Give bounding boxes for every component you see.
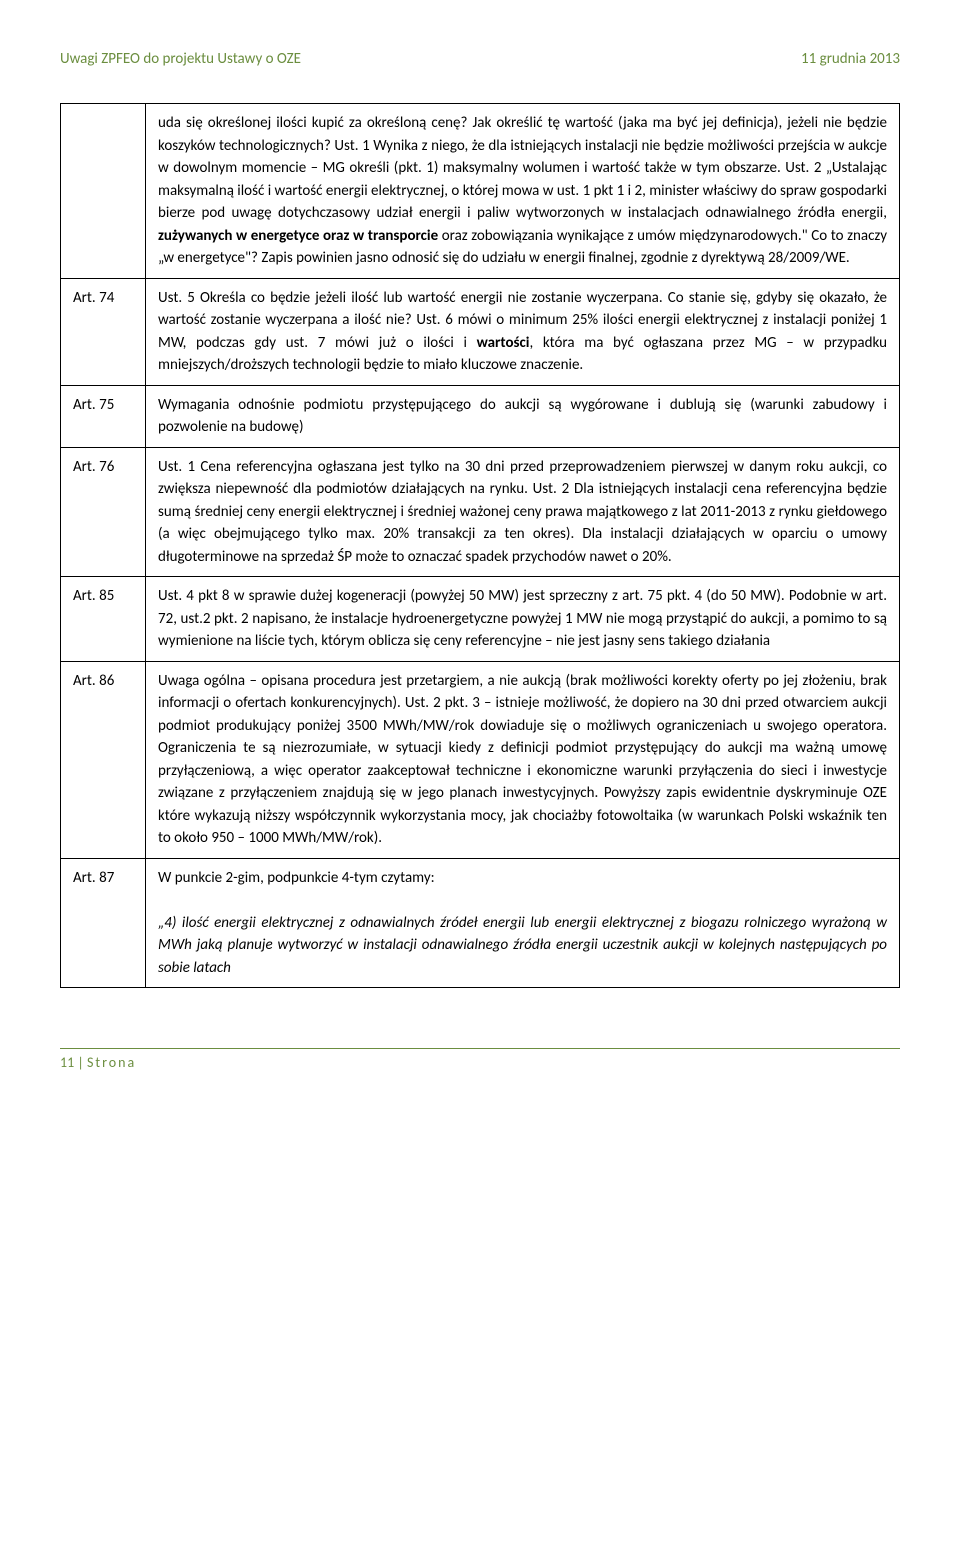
article-label: Art. 85	[61, 577, 146, 662]
article-content: Wymagania odnośnie podmiotu przystępując…	[146, 385, 900, 447]
table-row: Art. 76Ust. 1 Cena referencyjna ogłaszan…	[61, 447, 900, 577]
article-content: Ust. 4 pkt 8 w sprawie dużej kogeneracji…	[146, 577, 900, 662]
table-row: Art. 86Uwaga ogólna – opisana procedura …	[61, 661, 900, 858]
footer-separator: |	[74, 1054, 87, 1071]
article-content: Uwaga ogólna – opisana procedura jest pr…	[146, 661, 900, 858]
article-content: Ust. 1 Cena referencyjna ogłaszana jest …	[146, 447, 900, 577]
article-label: Art. 74	[61, 278, 146, 385]
table-row: Art. 87W punkcie 2-gim, podpunkcie 4-tym…	[61, 858, 900, 988]
article-label: Art. 87	[61, 858, 146, 988]
article-label	[61, 104, 146, 279]
page-footer: 11 | Strona	[60, 1048, 900, 1071]
header-left: Uwagi ZPFEO do projektu Ustawy o OZE	[60, 50, 301, 68]
table-row: uda się określonej ilości kupić za okreś…	[61, 104, 900, 279]
article-label: Art. 76	[61, 447, 146, 577]
article-label: Art. 86	[61, 661, 146, 858]
comments-table: uda się określonej ilości kupić za okreś…	[60, 103, 900, 988]
article-content: W punkcie 2-gim, podpunkcie 4-tym czytam…	[146, 858, 900, 988]
table-row: Art. 85Ust. 4 pkt 8 w sprawie dużej koge…	[61, 577, 900, 662]
article-content: uda się określonej ilości kupić za okreś…	[146, 104, 900, 279]
page-number: 11	[60, 1054, 74, 1071]
table-row: Art. 74Ust. 5 Określa co będzie jeżeli i…	[61, 278, 900, 385]
article-content: Ust. 5 Określa co będzie jeżeli ilość lu…	[146, 278, 900, 385]
article-label: Art. 75	[61, 385, 146, 447]
header-right: 11 grudnia 2013	[801, 50, 900, 68]
table-row: Art. 75Wymagania odnośnie podmiotu przys…	[61, 385, 900, 447]
footer-label: Strona	[87, 1054, 136, 1071]
page-header: Uwagi ZPFEO do projektu Ustawy o OZE 11 …	[60, 50, 900, 68]
